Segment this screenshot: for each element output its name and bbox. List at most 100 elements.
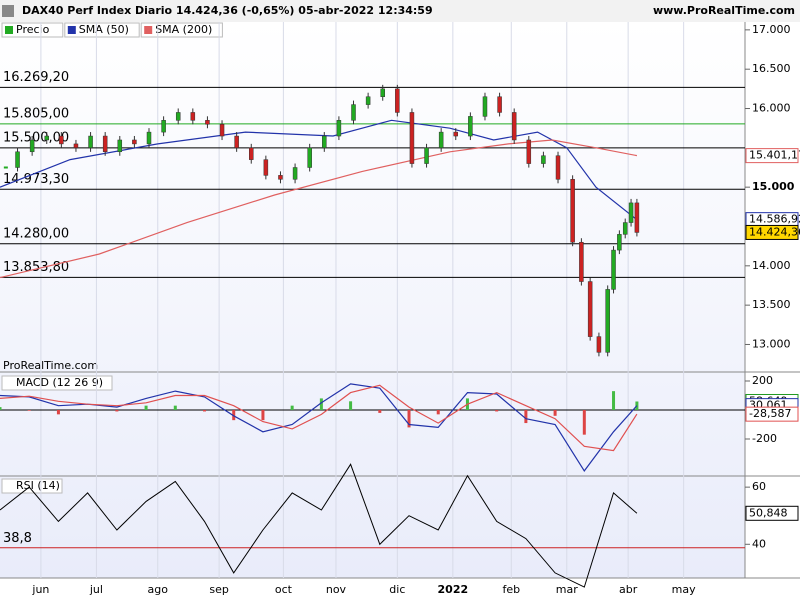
legend-label: SMA (200) — [155, 23, 212, 36]
candle — [611, 249, 616, 290]
macd-line — [0, 384, 638, 452]
candle — [380, 88, 385, 97]
rsi-legend — [1, 478, 63, 494]
candle — [146, 131, 152, 145]
y-tick-label: 16.000 — [752, 102, 791, 115]
legend-item — [1, 22, 64, 38]
candle — [307, 147, 312, 168]
candle — [15, 151, 20, 168]
candle — [526, 139, 532, 164]
y-tick-label: 40 — [752, 537, 766, 550]
histogram-bar — [378, 410, 382, 413]
histogram-bar — [524, 410, 528, 424]
candle — [634, 202, 640, 233]
candle — [59, 135, 64, 145]
sma-line — [0, 139, 638, 279]
header-bar — [0, 0, 800, 22]
legend-item — [140, 22, 223, 38]
histogram-bar — [0, 407, 2, 411]
histogram-bar — [582, 410, 586, 435]
level-label: 14.280,00 — [3, 226, 69, 241]
watermark: ProRealTime.com — [3, 359, 98, 372]
x-tick-label: 2022 — [438, 583, 469, 596]
candle — [88, 135, 93, 149]
candle — [190, 112, 196, 121]
candle — [205, 120, 210, 125]
macd-title: MACD (12 26 9) — [16, 376, 103, 389]
legend-label: Precio — [16, 23, 50, 36]
y-tick-label: 200 — [752, 374, 773, 387]
candle — [409, 112, 415, 164]
y-tick-label: 13.000 — [752, 337, 791, 350]
candle — [278, 175, 283, 180]
sma-line — [0, 119, 638, 221]
last-value-box — [745, 406, 799, 422]
candle — [365, 96, 371, 105]
candle — [424, 147, 429, 164]
legend-swatch — [144, 26, 153, 34]
histogram-bar — [232, 410, 236, 421]
legend-label: SMA (50) — [79, 23, 129, 36]
legend-swatch — [67, 26, 76, 34]
menu-icon[interactable] — [2, 5, 14, 17]
legend-item — [64, 22, 140, 38]
candle — [234, 135, 239, 149]
macd-line — [0, 383, 638, 472]
candle — [628, 202, 634, 223]
histogram-bar — [553, 410, 557, 416]
source: www.ProRealTime.com — [653, 4, 795, 17]
histogram-bar — [612, 391, 616, 411]
histogram-bar — [407, 410, 411, 428]
y-tick-label: 17.000 — [752, 23, 791, 36]
y-tick-label: 16.500 — [752, 62, 791, 75]
candle — [587, 281, 593, 337]
x-tick-label: oct — [275, 583, 293, 596]
legend: Precio SMA (50) SMA (200) — [1, 22, 223, 38]
histogram-bar — [290, 405, 294, 411]
level-label: 38,8 — [3, 531, 32, 546]
candle — [3, 166, 8, 169]
x-tick-label: dic — [389, 583, 405, 596]
candle — [570, 179, 575, 243]
histogram-bar — [261, 410, 265, 421]
last-value-label: 14.586,92 — [749, 213, 800, 226]
candle — [117, 139, 123, 153]
last-value-box — [745, 224, 799, 240]
candle — [596, 336, 602, 353]
level-label: 14.973,30 — [3, 172, 69, 187]
last-value-box — [745, 148, 799, 164]
last-value-label: 15.401,17 — [749, 149, 800, 162]
level-label: 16.269,20 — [3, 70, 69, 85]
candle — [73, 143, 79, 149]
candle — [29, 139, 35, 153]
histogram-bar — [349, 401, 353, 411]
x-tick-label: jul — [89, 583, 103, 596]
candle — [605, 289, 610, 353]
candle — [622, 222, 628, 235]
y-tick-label: -200 — [752, 432, 777, 445]
last-value-box — [745, 505, 799, 521]
candle — [511, 112, 517, 141]
candle — [336, 120, 342, 137]
candle — [468, 116, 473, 137]
candle — [102, 135, 108, 153]
candle — [579, 241, 584, 282]
candle — [555, 155, 561, 180]
histogram-bar — [203, 410, 207, 412]
candle — [482, 96, 488, 117]
level-label: 15.805,00 — [3, 106, 69, 121]
chart-title: DAX40 Perf Index Diario 14.424,36 (-0,65… — [22, 4, 433, 17]
candle — [249, 147, 254, 160]
candle — [541, 155, 546, 164]
histogram-bar — [495, 410, 499, 412]
candle — [44, 135, 49, 141]
candle — [161, 120, 166, 133]
candle — [292, 167, 298, 180]
candle — [617, 234, 622, 251]
y-tick-label: 15.000 — [752, 180, 795, 193]
y-tick-label: 60 — [752, 480, 766, 493]
level-label: 13.853,80 — [3, 260, 69, 275]
candle — [497, 96, 502, 113]
candle — [453, 131, 459, 137]
candle — [132, 139, 137, 145]
